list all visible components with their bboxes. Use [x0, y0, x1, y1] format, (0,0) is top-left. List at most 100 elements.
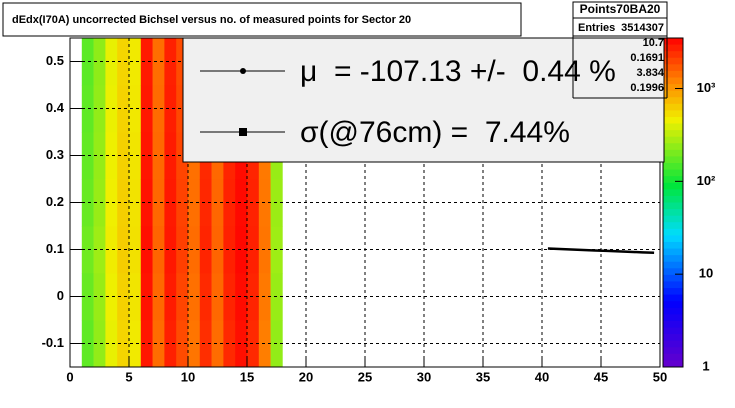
- z-tick-label: 10²: [697, 173, 716, 188]
- chart-title: dEdx(I70A) uncorrected Bichsel versus no…: [12, 14, 411, 26]
- heatmap-cell: [140, 320, 153, 368]
- x-tick-label: 50: [653, 369, 667, 384]
- colorbar-cell: [663, 353, 683, 361]
- heatmap-cell: [105, 132, 118, 180]
- stats-value: 3514307: [621, 22, 664, 34]
- heatmap-cell: [188, 273, 201, 321]
- heatmap-cell: [223, 320, 236, 368]
- heatmap-cell: [235, 226, 248, 274]
- heatmap-cell: [164, 226, 177, 274]
- colorbar-cell: [663, 103, 683, 111]
- heatmap-cell: [117, 38, 130, 86]
- heatmap-cell: [164, 273, 177, 321]
- colorbar-cell: [663, 189, 683, 197]
- heatmap-cell: [199, 273, 212, 321]
- colorbar-cell: [663, 261, 683, 269]
- heatmap-cell: [164, 320, 177, 368]
- heatmap-cell: [223, 226, 236, 274]
- profile-line: [547, 247, 655, 255]
- colorbar-cell: [663, 281, 683, 289]
- y-tick-label: 0.1: [46, 241, 64, 256]
- heatmap-cell: [117, 273, 130, 321]
- heatmap-cell: [129, 132, 142, 180]
- heatmap-cell: [81, 320, 94, 368]
- stats-header: [572, 1, 668, 37]
- heatmap-cell: [105, 38, 118, 86]
- heatmap-cell: [247, 226, 260, 274]
- colorbar-cell: [663, 64, 683, 72]
- heatmap-cell: [235, 273, 248, 321]
- colorbar-cell: [663, 268, 683, 276]
- colorbar-cell: [663, 176, 683, 184]
- heatmap-cell: [129, 320, 142, 368]
- stats-label: Entries: [578, 22, 615, 34]
- heatmap-cell: [105, 226, 118, 274]
- z-tick-label: 10³: [697, 80, 716, 95]
- colorbar-cell: [663, 288, 683, 296]
- colorbar-cell: [663, 314, 683, 322]
- x-tick-label: 5: [125, 369, 132, 384]
- colorbar-cell: [663, 136, 683, 144]
- heatmap-cell: [140, 38, 153, 86]
- heatmap-cell: [176, 273, 189, 321]
- heatmap-cell: [117, 320, 130, 368]
- colorbar-cell: [663, 143, 683, 151]
- colorbar-cell: [663, 241, 683, 250]
- colorbar-cell: [663, 110, 683, 118]
- colorbar-cell: [663, 51, 683, 59]
- heatmap-cell: [211, 320, 224, 368]
- heatmap-cell: [247, 179, 260, 227]
- heatmap-cell: [188, 179, 201, 227]
- stats-value: 3.834: [636, 67, 664, 79]
- legend-marker: [239, 128, 247, 136]
- colorbar-cell: [663, 307, 683, 315]
- colorbar-cell: [663, 70, 683, 78]
- colorbar-cell: [663, 334, 683, 342]
- heatmap-cell: [117, 179, 130, 227]
- heatmap-cell: [105, 320, 118, 368]
- z-tick-label: 10: [699, 266, 713, 281]
- heatmap-cell: [117, 85, 130, 133]
- x-tick-label: 45: [594, 369, 608, 384]
- heatmap-cell: [81, 226, 94, 274]
- heatmap-cell: [81, 132, 94, 180]
- x-tick-label: 30: [417, 369, 431, 384]
- heatmap-cell: [211, 179, 224, 227]
- colorbar-cell: [663, 84, 683, 92]
- heatmap-cell: [199, 320, 212, 368]
- heatmap-cell: [152, 320, 165, 368]
- legend-text: μ = -107.13 +/- 0.44 %: [300, 55, 616, 88]
- heatmap-cell: [81, 85, 94, 133]
- x-tick-label: 0: [66, 369, 73, 384]
- x-tick-label: 35: [476, 369, 490, 384]
- heatmap-cell: [140, 85, 153, 133]
- heatmap-cell: [164, 132, 177, 180]
- colorbar-cell: [663, 215, 683, 223]
- heatmap-cell: [129, 226, 142, 274]
- heatmap-cell: [117, 226, 130, 274]
- stats-value: 10.7: [643, 37, 664, 49]
- heatmap-cell: [152, 38, 165, 86]
- colorbar-cell: [663, 38, 683, 46]
- heatmap-cell: [129, 38, 142, 86]
- heatmap-cell: [105, 179, 118, 227]
- colorbar-cell: [663, 209, 683, 217]
- colorbar-cell: [663, 77, 683, 85]
- colorbar-cell: [663, 255, 683, 263]
- legend-marker: [240, 68, 246, 74]
- heatmap-cell: [93, 85, 106, 133]
- colorbar-cell: [663, 169, 683, 177]
- colorbar-cell: [663, 57, 683, 65]
- heatmap-cell: [93, 179, 106, 227]
- heatmap-cell: [105, 273, 118, 321]
- colorbar-cell: [663, 274, 683, 282]
- stats-box: Points70BA20 Entries 3514307 10.7 0.1691 3…: [572, 1, 668, 99]
- title-box: [2, 2, 522, 37]
- heatmap-cell: [81, 273, 94, 321]
- heatmap-cell: [93, 38, 106, 86]
- heatmap-cell: [247, 320, 260, 368]
- colorbar-cell: [663, 116, 683, 125]
- colorbar-cell: [663, 44, 683, 52]
- y-tick-label: 0: [57, 288, 64, 303]
